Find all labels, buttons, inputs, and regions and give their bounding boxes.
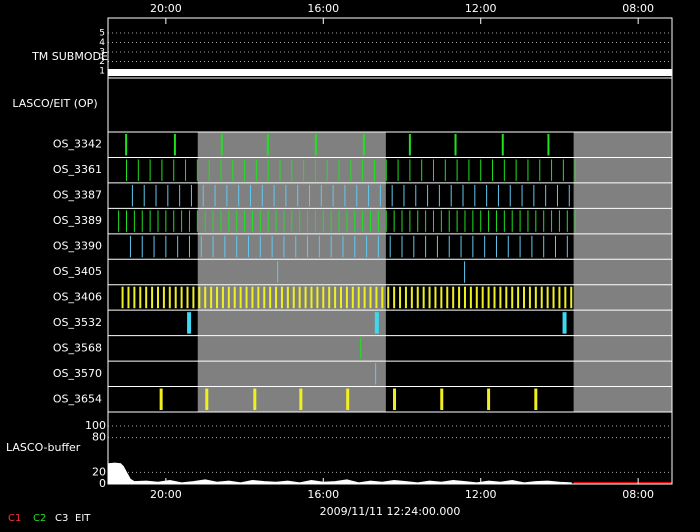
submode-tick-label: 4 bbox=[99, 38, 105, 48]
submode-label: TM SUBMODE bbox=[31, 50, 108, 63]
x-tick-label: 20:00 bbox=[150, 488, 182, 501]
x-tick-label: 16:00 bbox=[307, 488, 339, 501]
legend-entry: EIT bbox=[75, 513, 91, 524]
legend-entry: C3 bbox=[55, 513, 68, 524]
x-tick-label: 08:00 bbox=[622, 2, 654, 15]
row-label: OS_3387 bbox=[53, 189, 102, 202]
row-label: OS_3389 bbox=[53, 214, 102, 227]
submode-tick-label: 5 bbox=[99, 29, 105, 39]
row-label: OS_3532 bbox=[53, 316, 102, 329]
buffer-tick-label: 80 bbox=[92, 431, 106, 444]
legend-entry: C1 bbox=[8, 513, 21, 524]
row-label: OS_3361 bbox=[53, 163, 102, 176]
row-label: OS_3405 bbox=[53, 265, 102, 278]
row-label: OS_3342 bbox=[53, 138, 102, 151]
x-tick-label: 12:00 bbox=[465, 488, 497, 501]
buffer-label: LASCO-buffer bbox=[6, 441, 81, 454]
submode-tick-label: 1 bbox=[99, 67, 105, 77]
buffer-tick-label: 100 bbox=[85, 419, 106, 432]
row-label: OS_3654 bbox=[53, 392, 102, 405]
row-label: OS_3390 bbox=[53, 240, 102, 253]
x-tick-label: 20:00 bbox=[150, 2, 182, 15]
buffer-tick-label: 0 bbox=[99, 477, 106, 490]
submode-tick-label: 2 bbox=[99, 57, 105, 67]
timestamp: 2009/11/11 12:24:00.000 bbox=[320, 505, 461, 518]
x-tick-label: 16:00 bbox=[307, 2, 339, 15]
x-tick-label: 12:00 bbox=[465, 2, 497, 15]
shaded-region bbox=[573, 132, 672, 412]
op-label: LASCO/EIT (OP) bbox=[12, 97, 97, 110]
buffer-tick-label: 20 bbox=[92, 465, 106, 478]
row-label: OS_3568 bbox=[53, 341, 102, 354]
legend-entry: C2 bbox=[33, 513, 46, 524]
x-tick-label: 08:00 bbox=[622, 488, 654, 501]
submode-tick-label: 3 bbox=[99, 48, 105, 58]
submode-bar bbox=[108, 69, 672, 76]
frame bbox=[107, 17, 673, 485]
row-label: OS_3570 bbox=[53, 367, 102, 380]
row-label: OS_3406 bbox=[53, 290, 102, 303]
